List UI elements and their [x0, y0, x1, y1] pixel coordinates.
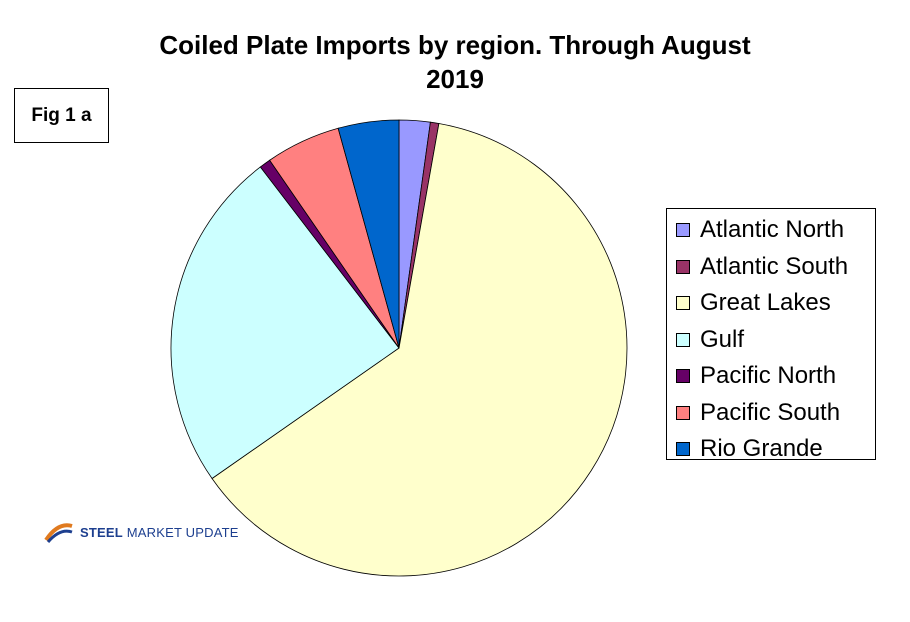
legend-swatch — [676, 442, 690, 457]
logo-text: STEEL MARKET UPDATE — [80, 525, 239, 540]
chart-title-line2: 2019 — [426, 64, 484, 94]
pie-slice-gulf — [170, 166, 400, 480]
legend-item: Pacific North — [667, 358, 875, 395]
chart-title-line1: Coiled Plate Imports by region. Through … — [159, 30, 751, 60]
legend-label: Pacific North — [700, 362, 837, 390]
logo-swoosh-icon — [44, 520, 74, 544]
logo-word-market-update: MARKET UPDATE — [126, 524, 239, 540]
legend-swatch — [676, 296, 690, 311]
chart-title: Coiled Plate Imports by region. Through … — [0, 28, 910, 96]
figure-label: Fig 1 a — [14, 88, 109, 143]
legend-item: Pacific South — [667, 395, 875, 432]
legend-label: Great Lakes — [700, 289, 831, 317]
steel-market-update-logo: STEEL MARKET UPDATE — [44, 518, 239, 546]
legend-label: Gulf — [700, 325, 745, 353]
logo-word-steel: STEEL — [80, 524, 123, 540]
legend-label: Atlantic North — [700, 216, 845, 244]
legend-label: Rio Grande — [700, 435, 823, 463]
pie-slice-rio-grande — [337, 119, 400, 349]
legend-item: Atlantic South — [667, 249, 875, 286]
legend-label: Atlantic South — [700, 252, 849, 280]
legend-label: Pacific South — [700, 398, 841, 426]
legend-item: Great Lakes — [667, 285, 875, 322]
legend-item: Rio Grande — [667, 431, 875, 468]
legend-item: Atlantic North — [667, 212, 875, 249]
chart-legend: Atlantic North Atlantic South Great Lakes G… — [666, 208, 876, 462]
legend-swatch — [676, 223, 690, 238]
pie-slice-great-lakes — [211, 123, 628, 577]
legend-swatch — [676, 369, 690, 384]
legend-swatch — [676, 332, 690, 347]
legend-swatch — [676, 405, 690, 420]
legend-swatch — [676, 259, 690, 274]
legend-item: Gulf — [667, 322, 875, 359]
